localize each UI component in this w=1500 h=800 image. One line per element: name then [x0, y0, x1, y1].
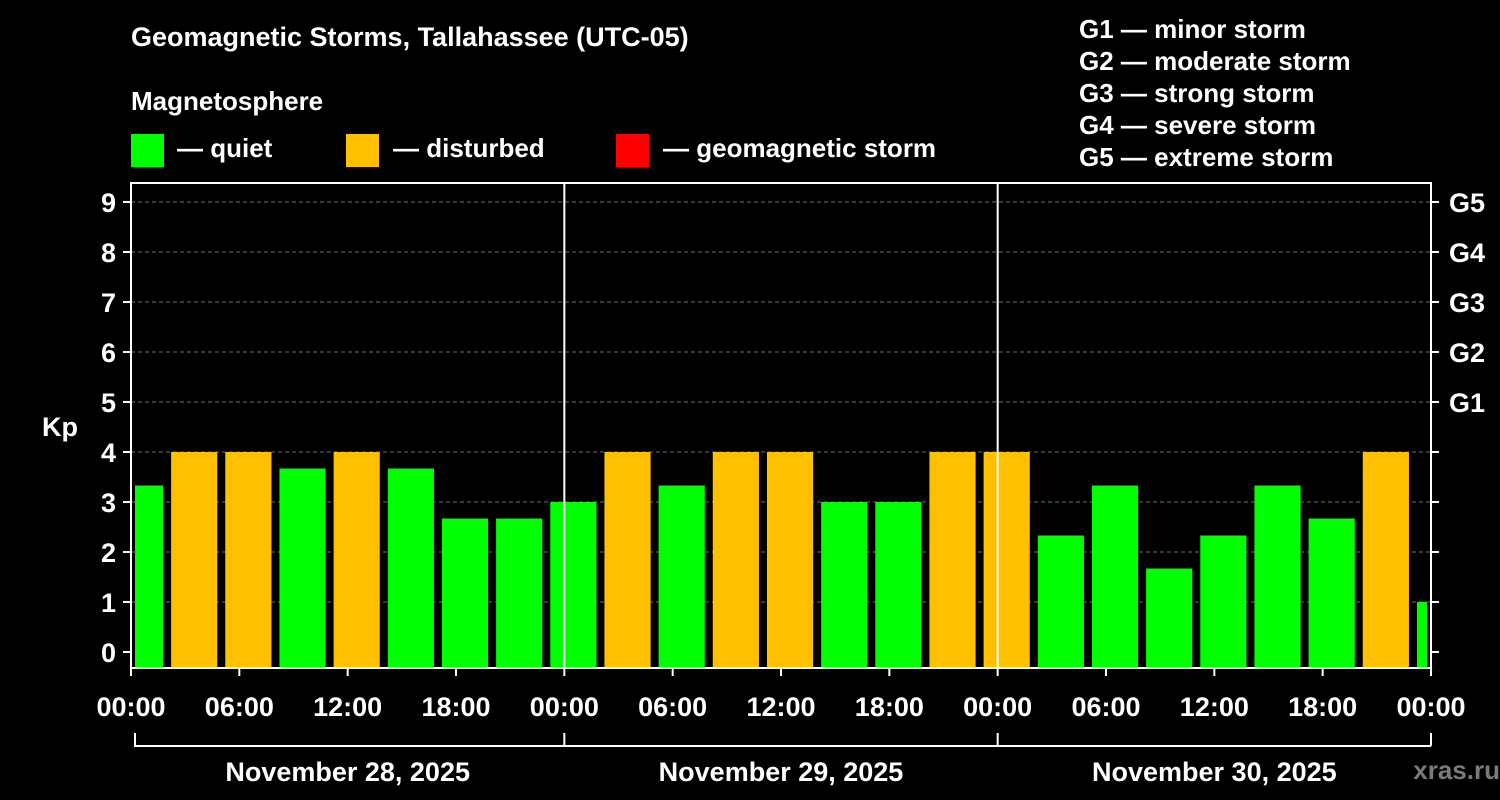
kp-bar: [766, 452, 814, 668]
kp-bar: [550, 502, 597, 668]
kp-bar: [441, 518, 489, 668]
chart-title: Geomagnetic Storms, Tallahassee (UTC-05): [131, 22, 689, 52]
x-tick-label: 18:00: [421, 692, 490, 722]
kp-bar: [496, 518, 543, 668]
x-tick-label: 12:00: [746, 692, 815, 722]
kp-bar: [929, 452, 976, 668]
kp-bar: [135, 485, 164, 668]
legend-label-disturbed: — disturbed: [393, 133, 545, 163]
y-tick-label: 4: [101, 438, 116, 468]
y-tick-label: 5: [101, 388, 116, 418]
y-axis-label: Kp: [42, 412, 78, 442]
x-tick-label: 00:00: [96, 692, 165, 722]
y-tick-label: 6: [101, 338, 116, 368]
y-tick-label: 2: [101, 538, 116, 568]
storm-scale-g3: G3 — strong storm: [1079, 78, 1315, 108]
kp-bar: [171, 452, 218, 668]
kp-bar: [983, 452, 1030, 668]
legend-heading: Magnetosphere: [131, 86, 324, 116]
kp-bar: [1037, 535, 1084, 668]
x-tick-label: 06:00: [1071, 692, 1140, 722]
kp-bar: [225, 452, 272, 668]
kp-bar: [604, 452, 651, 668]
kp-bar: [1308, 518, 1355, 668]
kp-bar: [1200, 535, 1247, 668]
storm-scale-g2: G2 — moderate storm: [1079, 46, 1351, 76]
kp-bar: [712, 452, 759, 668]
x-tick-label: 00:00: [1396, 692, 1465, 722]
x-tick-label: 00:00: [530, 692, 599, 722]
y-tick-label: 8: [101, 238, 116, 268]
kp-bar: [1091, 485, 1139, 668]
watermark: xras.ru: [1413, 755, 1500, 785]
kp-bar: [1254, 485, 1301, 668]
date-label: November 28, 2025: [225, 757, 470, 787]
legend-swatch-quiet: [131, 134, 164, 167]
y-tick-label: 0: [101, 638, 116, 668]
y-tick-label: 7: [101, 288, 116, 318]
legend-label-storm: — geomagnetic storm: [663, 133, 937, 163]
y-tick-label: 3: [101, 488, 116, 518]
kp-bar: [1362, 452, 1409, 668]
g-level-label: G4: [1449, 238, 1485, 268]
g-level-label: G5: [1449, 188, 1485, 218]
storm-scale-g1: G1 — minor storm: [1079, 14, 1306, 44]
x-tick-label: 06:00: [205, 692, 274, 722]
kp-bar: [279, 468, 326, 668]
storm-scale-g4: G4 — severe storm: [1079, 110, 1317, 140]
x-tick-label: 18:00: [1288, 692, 1357, 722]
y-tick-label: 9: [101, 188, 116, 218]
g-level-label: G1: [1449, 388, 1485, 418]
date-label: November 29, 2025: [659, 757, 904, 787]
legend-swatch-disturbed: [346, 134, 379, 167]
x-tick-label: 12:00: [1180, 692, 1249, 722]
kp-bar: [1146, 568, 1193, 668]
y-tick-label: 1: [101, 588, 116, 618]
kp-bar: [658, 485, 705, 668]
kp-bar: [875, 502, 922, 668]
x-tick-label: 12:00: [313, 692, 382, 722]
x-tick-label: 00:00: [963, 692, 1032, 722]
g-level-label: G3: [1449, 288, 1485, 318]
kp-bar: [821, 502, 868, 668]
kp-bar: [333, 452, 380, 668]
legend-label-quiet: — quiet: [177, 133, 273, 163]
legend-swatch-storm: [616, 134, 649, 167]
date-label: November 30, 2025: [1092, 757, 1337, 787]
storm-scale-g5: G5 — extreme storm: [1079, 142, 1334, 172]
kp-bar: [387, 468, 434, 668]
g-level-label: G2: [1449, 338, 1485, 368]
x-tick-label: 18:00: [855, 692, 924, 722]
x-tick-label: 06:00: [638, 692, 707, 722]
kp-bar: [1416, 602, 1427, 668]
